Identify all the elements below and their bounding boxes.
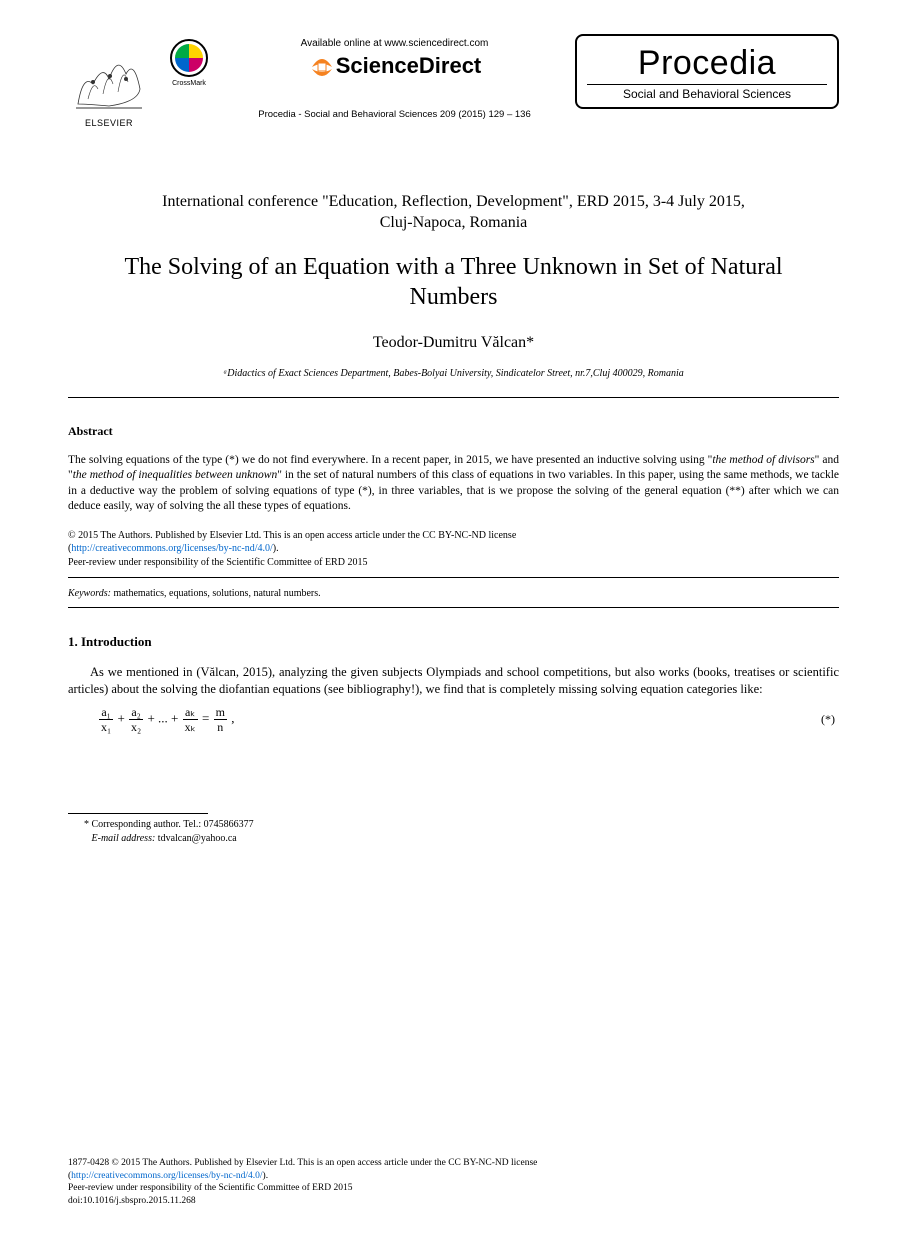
sd-text: ScienceDirect <box>336 53 482 78</box>
frac-1: a₁x₁ <box>99 706 113 733</box>
crossmark-icon <box>169 38 209 78</box>
elsevier-logo-icon <box>68 34 150 116</box>
center-header: Available online at www.sciencedirect.co… <box>228 34 561 120</box>
abstract-em2: the method of inequalities between unkno… <box>73 469 278 481</box>
crossmark-label: CrossMark <box>164 80 214 87</box>
journal-reference: Procedia - Social and Behavioral Science… <box>228 109 561 120</box>
abstract-em1: the method of divisors <box>712 454 814 466</box>
article-title: The Solving of an Equation with a Three … <box>68 252 839 312</box>
conference-line1: International conference "Education, Ref… <box>162 193 745 210</box>
keywords-line: Keywords: mathematics, equations, soluti… <box>68 588 839 599</box>
email-address: tdvalcan@yahoo.ca <box>155 833 236 844</box>
divider-top <box>68 397 839 398</box>
header-row: ELSEVIER CrossMark Available online at w… <box>68 34 839 128</box>
frac-mn: mn <box>214 706 227 733</box>
section-1-heading: 1. Introduction <box>68 634 839 650</box>
abstract-body: The solving equations of the type (*) we… <box>68 453 839 515</box>
elsevier-block: ELSEVIER <box>68 34 150 128</box>
crossmark-block[interactable]: CrossMark <box>164 38 214 87</box>
available-online-text: Available online at www.sciencedirect.co… <box>228 38 561 49</box>
copyright-block: © 2015 The Authors. Published by Elsevie… <box>68 529 839 570</box>
abstract-pre: The solving equations of the type (*) we… <box>68 454 712 466</box>
footer-issn: 1877-0428 © 2015 The Authors. Published … <box>68 1158 537 1168</box>
license-link[interactable]: http://creativecommons.org/licenses/by-n… <box>71 543 272 554</box>
frac-2: a₂x₂ <box>129 706 143 733</box>
email-label: E-mail address: <box>92 833 156 844</box>
equation-row: a₁x₁ + a₂x₂ + ... + aₖxₖ = mn , (*) <box>68 706 839 733</box>
author-affiliation: ᵃDidactics of Exact Sciences Department,… <box>68 368 839 379</box>
corresponding-author: * Corresponding author. Tel.: 0745866377 <box>84 819 254 830</box>
conference-line2: Cluj-Napoca, Romania <box>380 214 528 231</box>
footer-block: 1877-0428 © 2015 The Authors. Published … <box>68 1157 839 1208</box>
keywords-text: mathematics, equations, solutions, natur… <box>111 588 321 599</box>
copyright-line1: © 2015 The Authors. Published by Elsevie… <box>68 530 516 541</box>
sd-swoosh-icon <box>308 53 336 81</box>
intro-paragraph: As we mentioned in (Vălcan, 2015), analy… <box>68 664 839 698</box>
title-line1: The Solving of an Equation with a Three … <box>124 254 782 280</box>
peer-review-line: Peer-review under responsibility of the … <box>68 557 367 568</box>
keywords-label: Keywords: <box>68 588 111 599</box>
procedia-subtitle: Social and Behavioral Sciences <box>587 84 827 101</box>
footnote-block: * Corresponding author. Tel.: 0745866377… <box>68 818 839 846</box>
footnote-separator <box>68 813 208 814</box>
conference-info: International conference "Education, Ref… <box>68 192 839 234</box>
sciencedirect-logo: ScienceDirect <box>308 53 482 81</box>
divider-keywords-bottom <box>68 607 839 608</box>
frac-k: aₖxₖ <box>183 706 198 733</box>
author-name: Teodor-Dumitru Vălcan* <box>68 334 839 352</box>
divider-keywords-top <box>68 577 839 578</box>
equation-label: (*) <box>821 712 839 727</box>
equation-star: a₁x₁ + a₂x₂ + ... + aₖxₖ = mn , <box>68 706 821 733</box>
footer-license-link[interactable]: http://creativecommons.org/licenses/by-n… <box>71 1171 262 1181</box>
footer-doi: doi:10.1016/j.sbspro.2015.11.268 <box>68 1196 196 1206</box>
procedia-badge: Procedia Social and Behavioral Sciences <box>575 34 839 109</box>
elsevier-label: ELSEVIER <box>68 118 150 128</box>
title-line2: Numbers <box>410 284 498 310</box>
abstract-heading: Abstract <box>68 424 839 439</box>
procedia-title: Procedia <box>587 46 827 80</box>
footer-peer: Peer-review under responsibility of the … <box>68 1183 352 1193</box>
